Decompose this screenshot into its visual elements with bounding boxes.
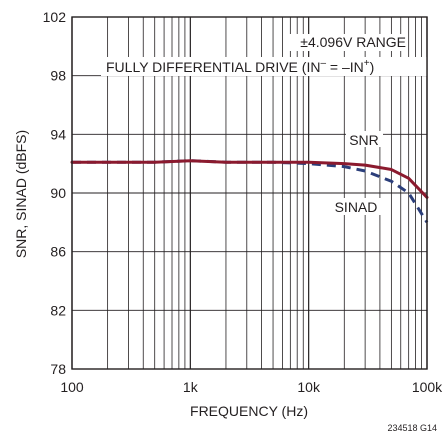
drive-annotation: FULLY DIFFERENTIAL DRIVE (IN– = –IN+) bbox=[106, 58, 374, 75]
drive-superscript-minus: – bbox=[320, 58, 326, 69]
series-layer bbox=[70, 159, 429, 224]
x-tick-label: 100 bbox=[60, 379, 84, 395]
drive-label-bg bbox=[101, 57, 427, 76]
y-tick-label: 102 bbox=[43, 9, 67, 25]
x-tick-label: 100k bbox=[412, 379, 443, 395]
drive-text-end: ) bbox=[370, 59, 375, 75]
drive-text: FULLY DIFFERENTIAL DRIVE (IN bbox=[106, 59, 320, 75]
series-line-snr bbox=[70, 159, 429, 199]
x-tick-label: 1k bbox=[183, 379, 199, 395]
snr-annotation: SNR bbox=[349, 132, 379, 148]
y-tick-labels: 78 82 86 90 94 98 102 bbox=[43, 9, 67, 377]
range-label-bg bbox=[284, 34, 408, 51]
y-tick-label: 90 bbox=[50, 185, 66, 201]
snr-label-bg bbox=[346, 131, 383, 147]
y-tick-label: 78 bbox=[50, 361, 66, 377]
x-tick-labels: 100 1k 10k 100k bbox=[60, 379, 443, 395]
plot-frame bbox=[71, 16, 428, 370]
y-tick-label: 86 bbox=[50, 244, 66, 260]
figure-code: 234518 G14 bbox=[387, 423, 437, 433]
y-tick-label: 94 bbox=[50, 126, 66, 142]
y-axis-title: SNR, SINAD (dBFS) bbox=[13, 130, 29, 258]
sinad-label-bg bbox=[327, 198, 385, 215]
y-tick-label: 98 bbox=[50, 68, 66, 84]
range-annotation: ±4.096V RANGE bbox=[300, 34, 406, 50]
drive-text-mid: = –IN bbox=[326, 59, 364, 75]
x-axis-title: FREQUENCY (Hz) bbox=[190, 403, 308, 419]
x-tick-label: 10k bbox=[297, 379, 321, 395]
y-tick-label: 82 bbox=[50, 302, 66, 318]
drive-superscript-plus: + bbox=[364, 58, 370, 69]
sinad-annotation: SINAD bbox=[335, 199, 378, 215]
